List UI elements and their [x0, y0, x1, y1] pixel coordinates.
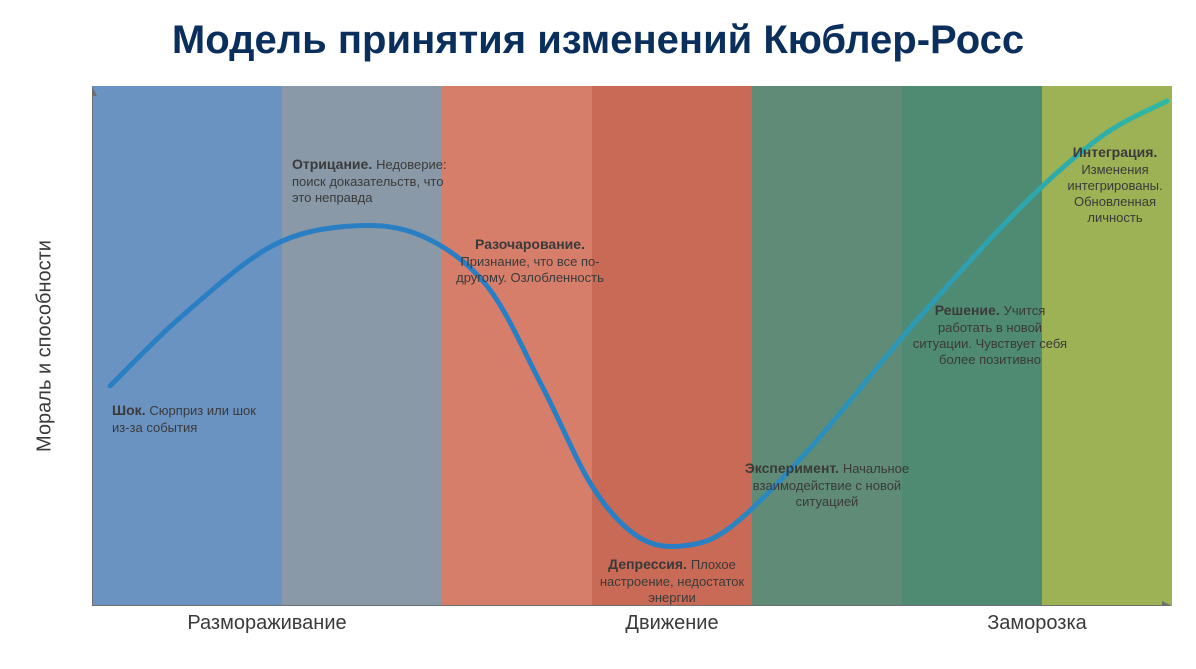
stage-depression: Депрессия. Плохое настроение, недостаток… [582, 556, 762, 606]
chart-title: Модель принятия изменений Кюблер-Росс [0, 18, 1196, 63]
stage-decision-title: Решение. [935, 302, 1004, 318]
stage-depression-title: Депрессия. [608, 556, 691, 572]
chart-area: Шок. Сюрприз или шок из-за события Отрица… [92, 86, 1172, 606]
stage-integration-title: Интеграция. [1073, 144, 1158, 160]
x-axis-label-2: Заморозка [987, 612, 1087, 635]
x-axis-label-1: Движение [625, 612, 718, 635]
stage-integration: Интеграция. Изменения интегрированы. Обн… [1050, 144, 1180, 227]
stage-frustration-title: Разочарование. [475, 236, 585, 252]
x-axis-labels: Размораживание Движение Заморозка [92, 612, 1172, 642]
stage-frustration-body: Признание, что все по-другому. Озлобленн… [456, 254, 604, 285]
stage-denial-title: Отрицание. [292, 156, 376, 172]
stage-decision: Решение. Учится работать в новой ситуаци… [910, 302, 1070, 368]
stage-experiment-title: Эксперимент. [745, 460, 843, 476]
x-axis-label-0: Размораживание [187, 612, 346, 635]
stage-integration-body: Изменения интегрированы. Обновленная лич… [1067, 162, 1162, 226]
stage-frustration: Разочарование. Признание, что все по-дру… [450, 236, 610, 286]
y-axis-label-container: Мораль и способности [30, 86, 60, 606]
stage-shock: Шок. Сюрприз или шок из-за события [112, 402, 277, 436]
stage-denial: Отрицание. Недоверие: поиск доказательст… [292, 156, 462, 206]
y-axis-label: Мораль и способности [34, 240, 57, 452]
stage-experiment: Эксперимент. Начальное взаимодействие с … [732, 460, 922, 510]
stage-shock-title: Шок. [112, 402, 149, 418]
